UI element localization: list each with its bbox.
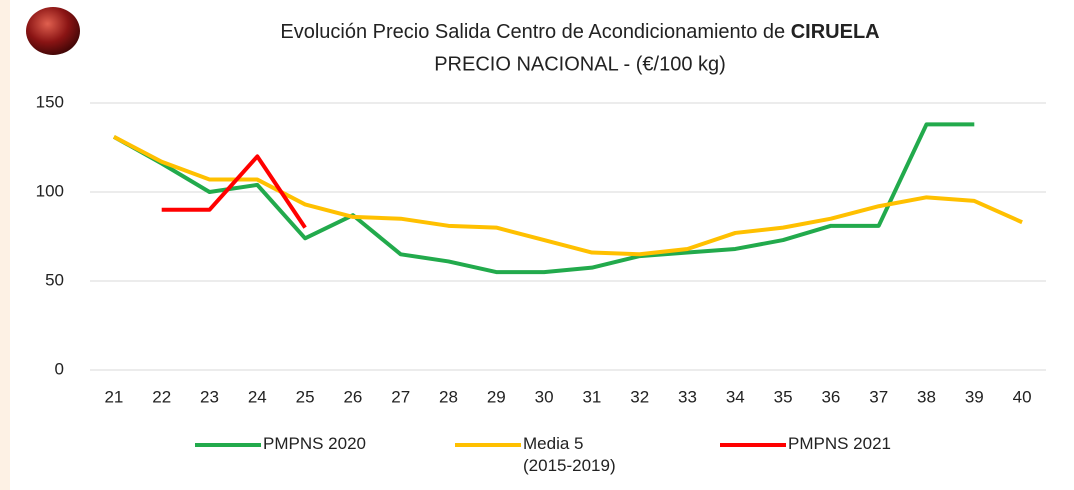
- x-tick-label: 22: [152, 387, 171, 406]
- y-tick-label: 150: [36, 92, 64, 111]
- legend-item: PMPNS 2021: [720, 433, 891, 455]
- x-tick-label: 37: [869, 387, 888, 406]
- legend-item: Media 5 (2015-2019): [455, 433, 623, 477]
- legend-item: PMPNS 2020: [195, 433, 366, 455]
- x-tick-label: 26: [343, 387, 362, 406]
- x-tick-label: 40: [1013, 387, 1032, 406]
- series-line: [112, 135, 1023, 257]
- x-tick-label: 39: [965, 387, 984, 406]
- chart-subtitle: PRECIO NACIONAL - (€/100 kg): [434, 53, 726, 75]
- y-tick-label: 0: [55, 359, 64, 378]
- x-tick-label: 35: [774, 387, 793, 406]
- legend-label: PMPNS 2021: [788, 434, 891, 453]
- x-tick-label: 31: [582, 387, 601, 406]
- side-strip: [0, 0, 10, 490]
- y-tick-label: 100: [36, 181, 64, 200]
- x-tick-label: 28: [439, 387, 458, 406]
- legend-swatch: [195, 443, 261, 447]
- series-line: [161, 154, 307, 229]
- legend-swatch: [720, 443, 786, 447]
- title-text: Evolución Precio Salida Centro de Acondi…: [280, 21, 785, 43]
- x-tick-label: 34: [726, 387, 745, 406]
- x-tick-label: 21: [104, 387, 123, 406]
- x-tick-label: 23: [200, 387, 219, 406]
- x-tick-label: 30: [535, 387, 554, 406]
- legend-label: Media 5 (2015-2019): [523, 434, 616, 475]
- chart-title: Evolución Precio Salida Centro de Acondi…: [280, 21, 879, 43]
- x-tick-label: 33: [678, 387, 697, 406]
- y-tick-label: 50: [45, 270, 64, 289]
- legend: PMPNS 2020 Media 5 (2015-2019) PMPNS 2021: [195, 433, 995, 488]
- title-emphasis: CIRUELA: [791, 21, 880, 43]
- x-tick-label: 36: [821, 387, 840, 406]
- x-tick-label: 24: [248, 387, 267, 406]
- x-tick-label: 38: [917, 387, 936, 406]
- x-tick-label: 27: [391, 387, 410, 406]
- x-tick-label: 29: [487, 387, 506, 406]
- plum-icon: [26, 7, 80, 55]
- series-line: [112, 122, 975, 275]
- x-tick-label: 32: [630, 387, 649, 406]
- legend-label: PMPNS 2020: [263, 434, 366, 453]
- x-tick-label: 25: [296, 387, 315, 406]
- legend-swatch: [455, 443, 521, 447]
